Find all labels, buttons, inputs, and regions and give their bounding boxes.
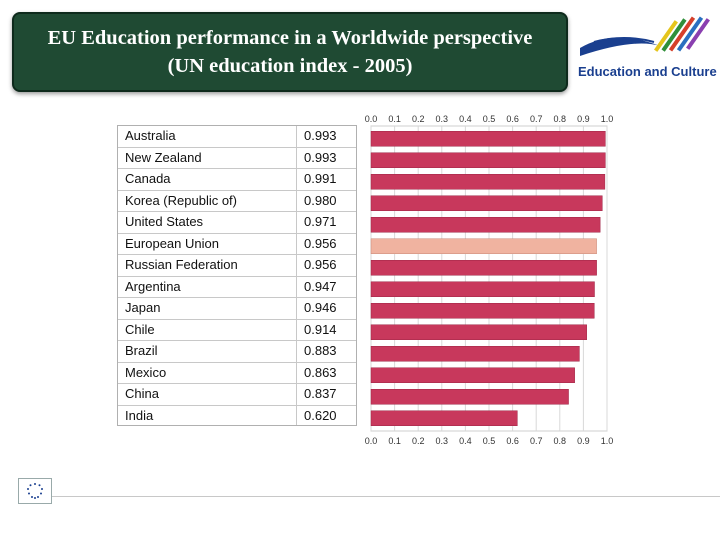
table-row: European Union 0.956	[118, 234, 356, 255]
bar-india	[370, 410, 518, 426]
index-value: 0.863	[304, 364, 337, 380]
country-name: New Zealand	[125, 149, 202, 165]
tick-label-bottom: 0.0	[365, 436, 378, 446]
tick-label-bottom: 0.7	[530, 436, 543, 446]
bar-china	[370, 389, 569, 405]
country-name: Russian Federation	[125, 257, 238, 272]
country-name: Japan	[125, 300, 161, 315]
country-name: China	[125, 386, 159, 401]
tick-label-top: 0.8	[554, 114, 567, 124]
table-row: India 0.620	[118, 406, 356, 428]
bar-brazil	[370, 346, 580, 362]
country-name: Argentina	[125, 278, 181, 294]
country-name: Canada	[125, 171, 171, 186]
tick-label-bottom: 1.0	[601, 436, 614, 446]
country-name: Chile	[125, 321, 155, 337]
index-value: 0.993	[304, 128, 337, 143]
country-name: United States	[125, 214, 204, 229]
logo-text: Education and Culture	[578, 64, 717, 79]
data-table: Australia 0.993 New Zealand 0.993 Canada 0.…	[117, 125, 357, 426]
index-value: 0.837	[304, 386, 337, 401]
table-row: Brazil 0.883	[118, 341, 356, 363]
logo-stripe-1	[654, 20, 678, 52]
table-row: United States 0.971	[118, 212, 356, 234]
title-line-2: (UN education index - 2005)	[167, 55, 413, 77]
table-row: Korea (Republic of) 0.980	[118, 191, 356, 212]
table-row: Japan 0.946	[118, 298, 356, 320]
index-value: 0.947	[304, 278, 337, 294]
bar-korea-republic-of	[370, 195, 603, 211]
bar-japan	[370, 303, 595, 319]
tick-label-bottom: 0.8	[554, 436, 567, 446]
table-row: Argentina 0.947	[118, 277, 356, 298]
country-name: Brazil	[125, 343, 158, 358]
logo-stripe-3	[668, 16, 696, 52]
bar-australia	[370, 131, 606, 147]
logo-swoosh	[580, 37, 660, 56]
footer-divider	[50, 496, 720, 497]
index-value: 0.991	[304, 171, 337, 186]
tick-label-bottom: 0.4	[459, 436, 472, 446]
tick-label-bottom: 0.6	[506, 436, 519, 446]
table-row: Russian Federation 0.956	[118, 255, 356, 277]
country-name: Australia	[125, 128, 176, 143]
index-value: 0.620	[304, 407, 337, 423]
country-name: European Union	[125, 235, 219, 251]
bar-united-states	[370, 217, 601, 233]
index-value: 0.980	[304, 192, 337, 208]
table-row: New Zealand 0.993	[118, 148, 356, 169]
title-line-1: EU Education performance in a Worldwide …	[47, 27, 533, 49]
table-row: Mexico 0.863	[118, 363, 356, 384]
tick-label-bottom: 0.3	[436, 436, 449, 446]
title-box: EU Education performance in a Worldwide …	[12, 12, 568, 92]
table-row: China 0.837	[118, 384, 356, 406]
bar-chart: 0.0 0.0 0.1 0.1 0.2 0.2 0.3 0.3 0.4 0.4 0.5 0.5 0.6 0…	[365, 114, 614, 446]
index-value: 0.993	[304, 149, 337, 165]
table-row: Australia 0.993	[118, 126, 356, 148]
bar-canada	[370, 174, 606, 190]
index-value: 0.883	[304, 343, 337, 358]
logo-swoosh-2	[593, 37, 655, 43]
index-value: 0.946	[304, 300, 337, 315]
tick-label-bottom: 0.2	[412, 436, 425, 446]
tick-label-top: 0.1	[388, 114, 401, 124]
logo-stripe-4	[676, 16, 704, 52]
bar-argentina	[370, 281, 595, 297]
bar-russian-federation	[370, 260, 597, 276]
tick-label-bottom: 0.5	[483, 436, 496, 446]
tick-label-top: 1.0	[601, 114, 614, 124]
tick-label-top: 0.0	[365, 114, 378, 124]
tick-label-top: 0.3	[436, 114, 449, 124]
index-value: 0.914	[304, 321, 337, 337]
tick-label-top: 0.7	[530, 114, 543, 124]
logo-stripe-5	[686, 18, 710, 50]
tick-label-top: 0.9	[577, 114, 590, 124]
tick-label-top: 0.5	[483, 114, 496, 124]
table-column-divider	[296, 126, 297, 425]
tick-label-top: 0.6	[506, 114, 519, 124]
tick-label-bottom: 0.9	[577, 436, 590, 446]
index-value: 0.956	[304, 235, 337, 251]
bar-mexico	[370, 367, 575, 383]
education-culture-logo	[580, 16, 710, 56]
bar-european-union	[370, 238, 597, 254]
tick-label-top: 0.4	[459, 114, 472, 124]
eu-flag-icon	[18, 478, 52, 504]
table-row: Chile 0.914	[118, 320, 356, 341]
index-value: 0.956	[304, 257, 337, 272]
tick-label-bottom: 0.1	[388, 436, 401, 446]
country-name: India	[125, 407, 154, 423]
country-name: Korea (Republic of)	[125, 192, 237, 208]
index-value: 0.971	[304, 214, 337, 229]
table-row: Canada 0.991	[118, 169, 356, 191]
bar-new-zealand	[370, 152, 606, 168]
logo-stripe-2	[661, 18, 687, 52]
country-name: Mexico	[125, 364, 167, 380]
tick-label-top: 0.2	[412, 114, 425, 124]
bar-chile	[370, 324, 587, 340]
